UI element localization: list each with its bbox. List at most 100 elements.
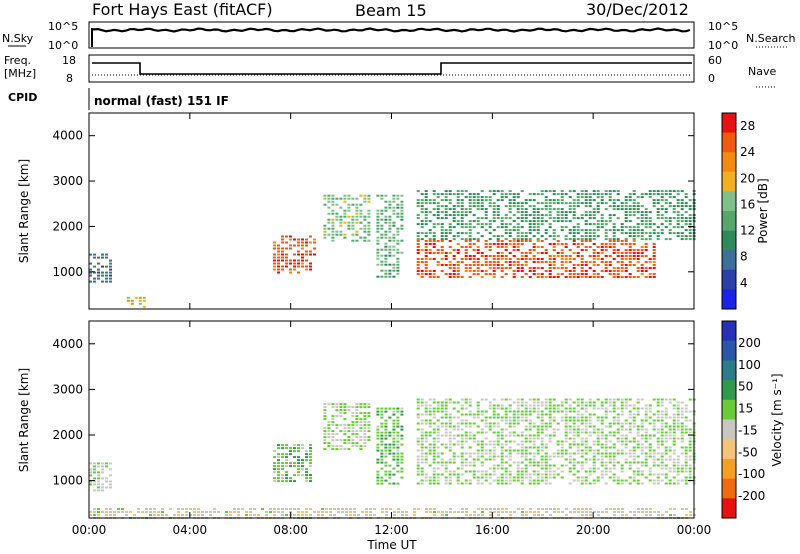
heatmap-cell: [436, 419, 440, 422]
heatmap-cell: [488, 238, 492, 241]
heatmap-cell: [376, 209, 380, 212]
heatmap-cell: [528, 240, 532, 242]
heatmap-cell: [273, 265, 276, 268]
heatmap-cell: [277, 271, 280, 274]
heatmap-cell: [89, 514, 92, 516]
heatmap-cell: [532, 261, 536, 263]
heatmap-cell: [460, 217, 464, 220]
heatmap-cell: [552, 267, 556, 269]
heatmap-cell: [508, 202, 512, 205]
heatmap-cell: [540, 467, 544, 470]
heatmap-cell: [648, 434, 652, 437]
heatmap-cell: [612, 226, 616, 229]
heatmap-cell: [512, 255, 516, 257]
heatmap-cell: [664, 199, 668, 202]
heatmap-cell: [353, 511, 356, 513]
heatmap-cell: [540, 473, 544, 476]
heatmap-cell: [516, 202, 520, 205]
heatmap-cell: [656, 211, 660, 214]
heatmap-cell: [536, 431, 540, 434]
heatmap-cell: [93, 477, 96, 480]
heatmap-cell: [636, 258, 640, 260]
heatmap-cell: [396, 194, 400, 197]
heatmap-cell: [359, 412, 363, 415]
heatmap-cell: [604, 413, 608, 416]
heatmap-cell: [339, 221, 343, 224]
heatmap-cell: [576, 443, 580, 446]
heatmap-cell: [392, 248, 396, 251]
heatmap-cell: [644, 437, 648, 440]
heatmap-cell: [301, 244, 304, 247]
heatmap-cell: [460, 443, 464, 446]
heatmap-cell: [420, 401, 424, 404]
heatmap-cell: [528, 226, 532, 229]
heatmap-cell: [572, 437, 576, 440]
heatmap-cell: [363, 445, 367, 448]
power-y-label: Slant Range [km]: [17, 159, 31, 263]
heatmap-cell: [577, 511, 580, 513]
heatmap-cell: [656, 479, 660, 482]
heatmap-cell: [416, 458, 420, 461]
heatmap-cell: [536, 223, 540, 226]
heatmap-cell: [556, 214, 560, 217]
heatmap-cell: [689, 514, 692, 516]
heatmap-cell: [464, 422, 468, 425]
heatmap-cell: [552, 199, 556, 202]
heatmap-cell: [367, 403, 371, 406]
heatmap-cell: [416, 217, 420, 220]
heatmap-cell: [672, 190, 676, 193]
heatmap-cell: [484, 255, 488, 257]
heatmap-cell: [468, 196, 472, 199]
heatmap-cell: [556, 220, 560, 223]
heatmap-cell: [492, 479, 496, 482]
heatmap-cell: [384, 218, 388, 221]
heatmap-cell: [656, 208, 660, 211]
heatmap-cell: [89, 474, 92, 477]
heatmap-cell: [416, 223, 420, 226]
heatmap-cell: [620, 240, 624, 242]
heatmap-cell: [484, 410, 488, 413]
heatmap-cell: [481, 508, 484, 510]
heatmap-cell: [548, 214, 552, 217]
heatmap-cell: [556, 449, 560, 452]
heatmap-cell: [564, 422, 568, 425]
heatmap-cell: [343, 412, 347, 415]
heatmap-cell: [397, 511, 400, 513]
heatmap-cell: [440, 425, 444, 428]
heatmap-cell: [644, 255, 648, 257]
heatmap-cell: [536, 208, 540, 211]
heatmap-cell: [425, 511, 428, 513]
heatmap-cell: [600, 401, 604, 404]
heatmap-cell: [636, 223, 640, 226]
heatmap-cell: [652, 428, 656, 431]
heatmap-cell: [335, 424, 339, 427]
heatmap-cell: [504, 223, 508, 226]
heatmap-cell: [416, 473, 420, 476]
heatmap-cell: [500, 437, 504, 440]
heatmap-cell: [363, 415, 367, 418]
heatmap-cell: [524, 446, 528, 449]
heatmap-cell: [680, 202, 684, 205]
heatmap-cell: [492, 270, 496, 272]
heatmap-cell: [480, 455, 484, 458]
heatmap-cell: [380, 275, 384, 278]
heatmap-cell: [520, 440, 524, 443]
heatmap-cell: [380, 233, 384, 236]
heatmap-cell: [281, 468, 284, 471]
heatmap-cell: [392, 224, 396, 227]
heatmap-cell: [600, 464, 604, 467]
heatmap-cell: [516, 226, 520, 229]
heatmap-cell: [664, 193, 668, 196]
heatmap-cell: [528, 428, 532, 431]
heatmap-cell: [644, 223, 648, 226]
heatmap-cell: [604, 464, 608, 467]
heatmap-cell: [424, 437, 428, 440]
heatmap-cell: [436, 211, 440, 214]
heatmap-cell: [488, 428, 492, 431]
heatmap-cell: [105, 514, 108, 516]
heatmap-cell: [528, 267, 532, 269]
heatmap-cell: [660, 428, 664, 431]
heatmap-cell: [672, 425, 676, 428]
heatmap-cell: [392, 425, 396, 428]
heatmap-cell: [504, 443, 508, 446]
